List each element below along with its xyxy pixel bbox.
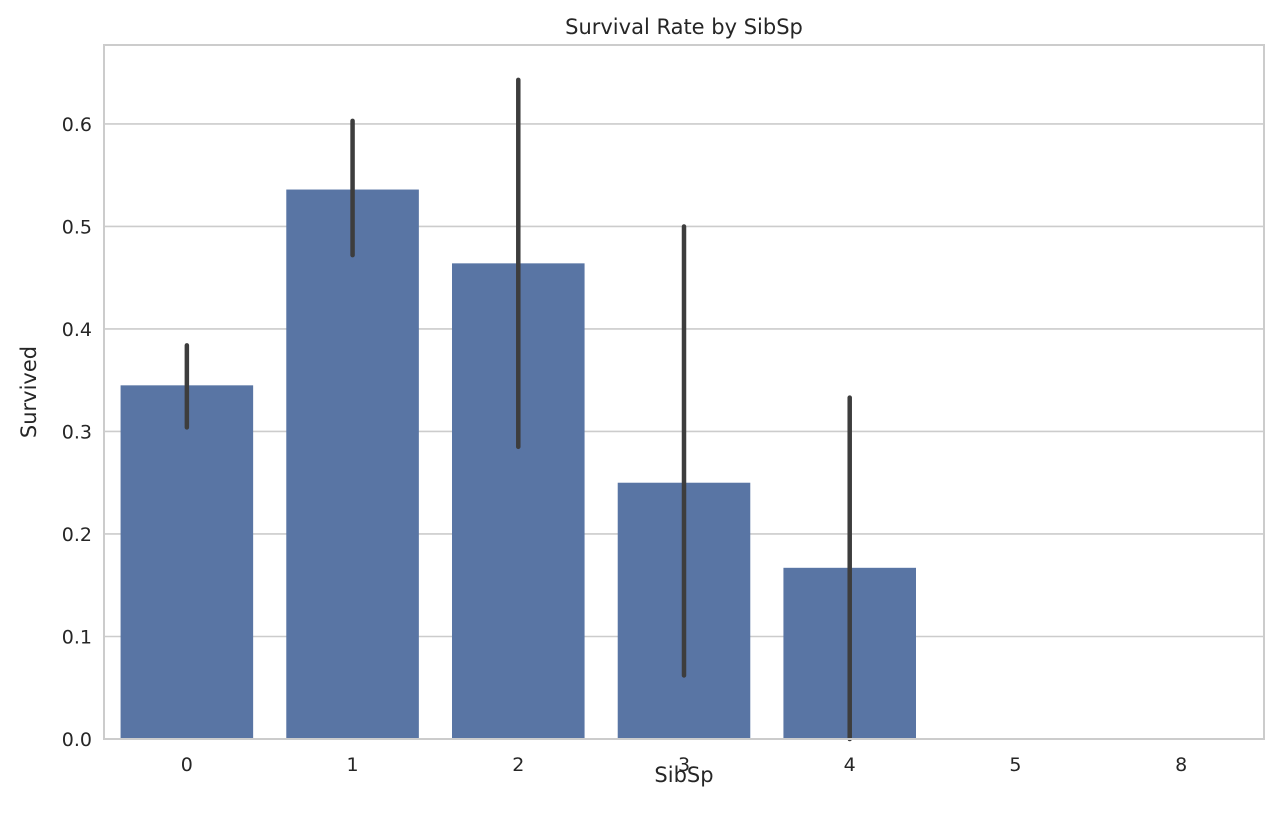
error-bars — [184, 77, 852, 742]
x-tick-label: 1 — [347, 754, 359, 776]
x-axis-label: SibSp — [654, 763, 713, 787]
chart-title: Survival Rate by SibSp — [565, 15, 803, 39]
y-tick-label: 0.5 — [62, 216, 92, 238]
y-tick-label: 0.4 — [62, 319, 92, 341]
x-tick-label: 5 — [1009, 754, 1021, 776]
x-tick-label: 8 — [1175, 754, 1187, 776]
x-tick-label: 4 — [844, 754, 856, 776]
y-tick-label: 0.6 — [62, 114, 92, 136]
bar-1 — [286, 189, 419, 739]
y-tick-label: 0.1 — [62, 626, 92, 648]
x-tick-labels: 0 1 2 3 4 5 8 — [181, 754, 1187, 776]
y-tick-labels: 0.0 0.1 0.2 0.3 0.4 0.5 0.6 — [62, 114, 92, 751]
bar-0 — [120, 385, 254, 739]
y-axis-label: Survived — [17, 346, 41, 438]
x-tick-label: 3 — [678, 754, 690, 776]
y-tick-label: 0.3 — [62, 421, 92, 443]
y-tick-label: 0.0 — [62, 729, 92, 751]
y-tick-label: 0.2 — [62, 524, 92, 546]
plot-frame — [103, 44, 1265, 740]
x-tick-label: 0 — [181, 754, 193, 776]
x-tick-label: 2 — [512, 754, 524, 776]
